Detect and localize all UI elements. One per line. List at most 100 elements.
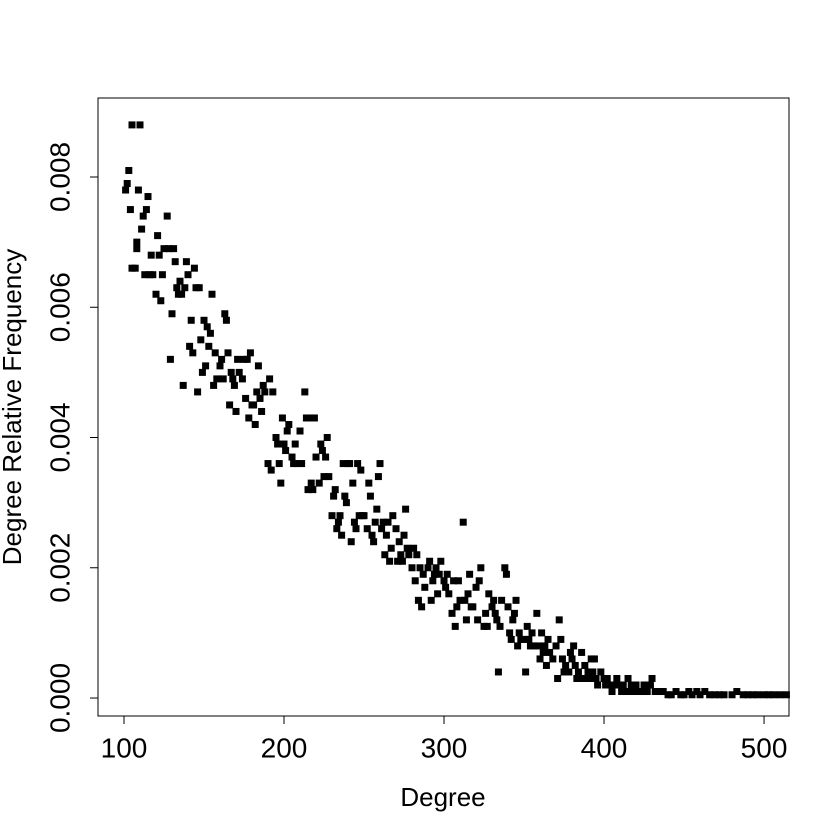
point (568, 655, 576, 663)
point (368, 531, 376, 539)
point (464, 590, 472, 598)
point (443, 570, 451, 578)
plot-frame (97, 97, 790, 717)
point (208, 290, 216, 298)
point (264, 460, 272, 468)
point (426, 557, 434, 565)
point (619, 681, 627, 689)
point (126, 206, 134, 214)
point (379, 518, 387, 526)
point (610, 681, 618, 689)
point (182, 258, 190, 266)
point (194, 388, 202, 396)
point (706, 691, 714, 699)
point (310, 414, 318, 422)
point (442, 583, 450, 591)
point (418, 603, 426, 611)
point (322, 453, 330, 461)
point (472, 583, 480, 591)
point (622, 688, 630, 696)
point (549, 655, 557, 663)
point (142, 206, 150, 214)
point (275, 460, 283, 468)
point (504, 603, 512, 611)
point (381, 551, 389, 559)
point (373, 505, 381, 513)
point (274, 440, 282, 448)
point (398, 557, 406, 565)
point (760, 691, 768, 699)
point (155, 251, 163, 259)
point (304, 486, 312, 494)
point (429, 577, 437, 585)
point (510, 609, 518, 617)
point (696, 691, 704, 699)
point (230, 381, 238, 389)
point (370, 538, 378, 546)
point (338, 531, 346, 539)
point (557, 635, 565, 643)
point (410, 544, 418, 552)
point (482, 609, 490, 617)
point (334, 518, 342, 526)
point (280, 440, 288, 448)
point (574, 668, 582, 676)
point (562, 661, 570, 669)
point (770, 691, 778, 699)
point (602, 681, 610, 689)
point (525, 635, 533, 643)
point (386, 557, 394, 565)
point (701, 688, 709, 696)
point (210, 381, 218, 389)
point (205, 342, 213, 350)
point (430, 570, 438, 578)
point (448, 609, 456, 617)
point (152, 290, 160, 298)
point (512, 596, 520, 604)
point (570, 642, 578, 650)
point (141, 271, 149, 279)
point (435, 570, 443, 578)
point (542, 661, 550, 669)
point (216, 362, 224, 370)
y-tick-label: 0.000 (44, 663, 75, 733)
point (728, 691, 736, 699)
point (506, 629, 514, 637)
point (501, 564, 509, 572)
point (485, 590, 493, 598)
x-axis-title: Degree (400, 782, 485, 812)
point (288, 453, 296, 461)
point (139, 212, 147, 220)
point (782, 691, 790, 699)
point (285, 420, 293, 428)
point (133, 238, 141, 246)
point (589, 668, 597, 676)
point (475, 577, 483, 585)
point (328, 512, 336, 520)
point (133, 245, 141, 253)
point (523, 622, 531, 630)
point (243, 355, 251, 363)
point (533, 609, 541, 617)
point (166, 355, 174, 363)
point (411, 577, 419, 585)
point (318, 447, 326, 455)
y-tick-label: 0.004 (44, 402, 75, 472)
point (413, 551, 421, 559)
point (672, 688, 680, 696)
point (680, 691, 688, 699)
point (405, 551, 413, 559)
point (134, 186, 142, 194)
point (242, 394, 250, 402)
point (477, 564, 485, 572)
point (330, 492, 338, 500)
point (198, 368, 206, 376)
point (461, 596, 469, 604)
point (168, 310, 176, 318)
point (165, 245, 173, 253)
point (710, 691, 718, 699)
point (360, 512, 368, 520)
point (222, 316, 230, 324)
point (592, 674, 600, 682)
point (427, 596, 435, 604)
